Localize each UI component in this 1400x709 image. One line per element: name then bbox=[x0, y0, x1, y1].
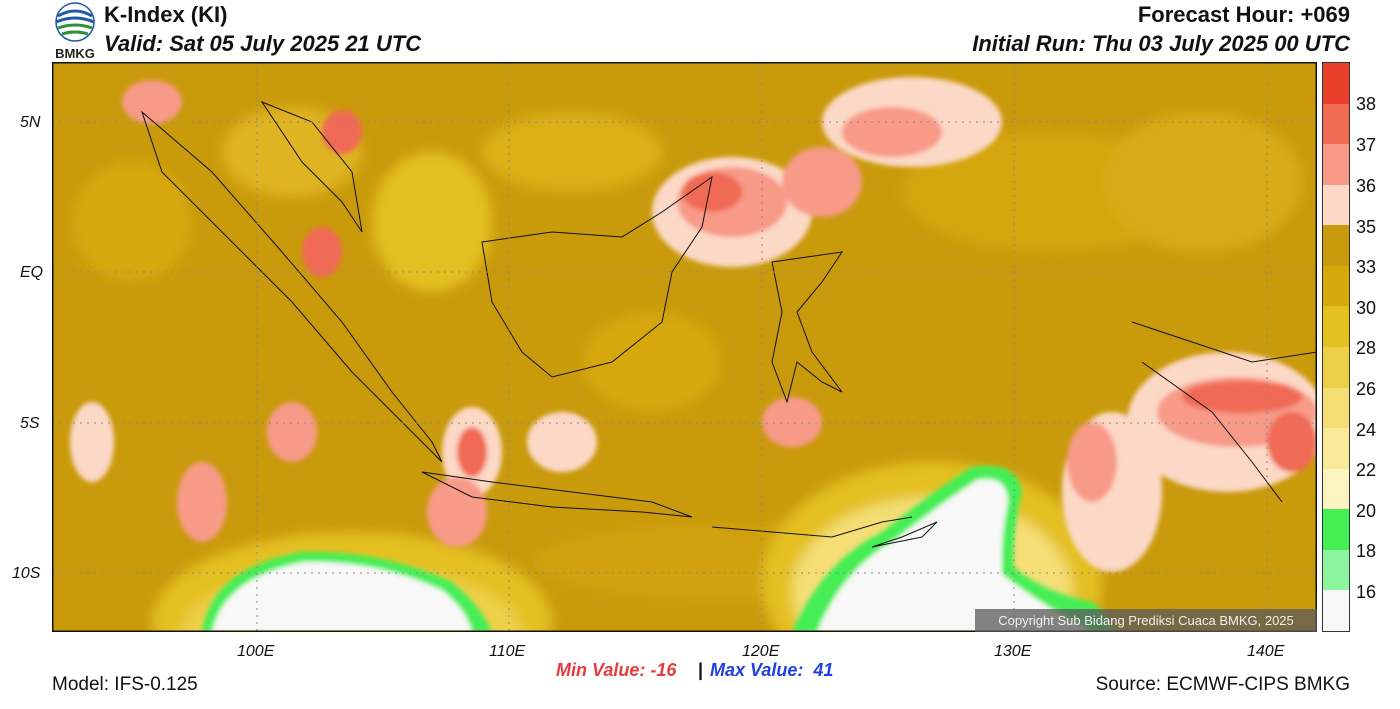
colorbar-label: 35 bbox=[1356, 217, 1377, 237]
high-ki-cell bbox=[1267, 412, 1317, 472]
high-ki-cell bbox=[267, 402, 317, 462]
coastline-sumatra bbox=[140, 110, 443, 463]
coastline-borneo bbox=[481, 175, 713, 378]
map-title: K-Index (KI) bbox=[104, 2, 228, 27]
lon-tick-130e: 130E bbox=[994, 643, 1032, 660]
lat-tick-eq: EQ bbox=[20, 264, 44, 281]
svg-text:BMKG: BMKG bbox=[55, 46, 95, 60]
colorbar-label: 33 bbox=[1356, 257, 1377, 277]
high-ki-cell bbox=[1182, 381, 1302, 413]
colorbar-segment bbox=[1323, 428, 1349, 470]
high-ki-cell bbox=[527, 412, 597, 472]
lat-tick-10s: 10S bbox=[12, 565, 41, 582]
colorbar-label: 30 bbox=[1356, 298, 1377, 318]
colorbar-label: 26 bbox=[1356, 379, 1377, 399]
copyright-notice: Copyright Sub Bidang Prediksi Cuaca BMKG… bbox=[975, 609, 1317, 632]
field-zone bbox=[72, 162, 192, 282]
lon-tick-120e: 120E bbox=[742, 643, 780, 660]
field-zone bbox=[372, 152, 492, 292]
initial-run: Initial Run: Thu 03 July 2025 00 UTC bbox=[972, 31, 1350, 56]
colorbar-segment bbox=[1323, 468, 1349, 510]
high-ki-cell bbox=[322, 110, 362, 154]
colorbar-label: 28 bbox=[1356, 338, 1377, 358]
high-ki-cell bbox=[70, 402, 114, 482]
colorbar-segment bbox=[1323, 306, 1349, 348]
colorbar-segment bbox=[1323, 144, 1349, 186]
colorbar-label: 18 bbox=[1356, 541, 1377, 561]
colorbar-segment bbox=[1323, 549, 1349, 591]
colorbar-segment bbox=[1323, 103, 1349, 145]
lat-tick-5n: 5N bbox=[20, 114, 41, 131]
high-ki-cell bbox=[1067, 422, 1117, 502]
low-ki-region-west bbox=[212, 561, 472, 632]
colorbar-label: 22 bbox=[1356, 460, 1377, 480]
source-info: Source: ECMWF-CIPS BMKG bbox=[1095, 674, 1350, 695]
high-ki-cell bbox=[427, 477, 487, 547]
coastline-java bbox=[421, 471, 693, 518]
lat-tick-5s: 5S bbox=[20, 415, 40, 432]
coastline-nusa-tenggara bbox=[711, 516, 913, 538]
high-ki-cell bbox=[302, 227, 342, 277]
lon-tick-110e: 110E bbox=[489, 643, 526, 660]
high-ki-cell bbox=[177, 462, 227, 542]
field-zone bbox=[482, 112, 662, 192]
k-index-map bbox=[52, 62, 1317, 632]
colorbar-label: 38 bbox=[1356, 94, 1377, 114]
colorbar-segment bbox=[1323, 225, 1349, 267]
coastline-timor bbox=[871, 521, 938, 548]
colorbar-segment bbox=[1323, 265, 1349, 307]
lon-tick-100e: 100E bbox=[237, 643, 275, 660]
high-ki-cell bbox=[122, 80, 182, 124]
colorbar-segment bbox=[1323, 63, 1349, 105]
colorbar bbox=[1322, 62, 1350, 632]
lon-tick-140e: 140E bbox=[1247, 643, 1285, 660]
bmkg-logo: BMKG bbox=[55, 2, 95, 60]
forecast-hour: Forecast Hour: +069 bbox=[1137, 2, 1350, 27]
model-info: Model: IFS-0.125 bbox=[52, 674, 198, 695]
min-value: Min Value: -16 bbox=[556, 660, 677, 680]
colorbar-segment bbox=[1323, 590, 1349, 632]
stats-separator: | bbox=[698, 660, 704, 680]
colorbar-segment bbox=[1323, 347, 1349, 389]
colorbar-segment bbox=[1323, 387, 1349, 429]
low-ki-region-east bbox=[817, 478, 1092, 632]
colorbar-label: 20 bbox=[1356, 501, 1377, 521]
field-zone bbox=[582, 312, 722, 412]
valid-time: Valid: Sat 05 July 2025 21 UTC bbox=[104, 31, 422, 56]
max-value: Max Value: 41 bbox=[710, 660, 834, 680]
colorbar-label: 36 bbox=[1356, 176, 1377, 196]
colorbar-segment bbox=[1323, 509, 1349, 551]
map-frame bbox=[52, 62, 1317, 632]
high-ki-cell bbox=[682, 172, 742, 212]
high-ki-cell bbox=[782, 147, 862, 217]
field-zone bbox=[1102, 112, 1302, 252]
coastline-sulawesi bbox=[771, 251, 844, 404]
colorbar-label: 16 bbox=[1356, 582, 1377, 602]
high-ki-cell bbox=[842, 107, 942, 157]
high-ki-cell bbox=[457, 427, 487, 477]
high-ki-cell bbox=[762, 397, 822, 447]
colorbar-label: 24 bbox=[1356, 420, 1377, 440]
colorbar-label: 37 bbox=[1356, 135, 1377, 155]
colorbar-segment bbox=[1323, 184, 1349, 226]
